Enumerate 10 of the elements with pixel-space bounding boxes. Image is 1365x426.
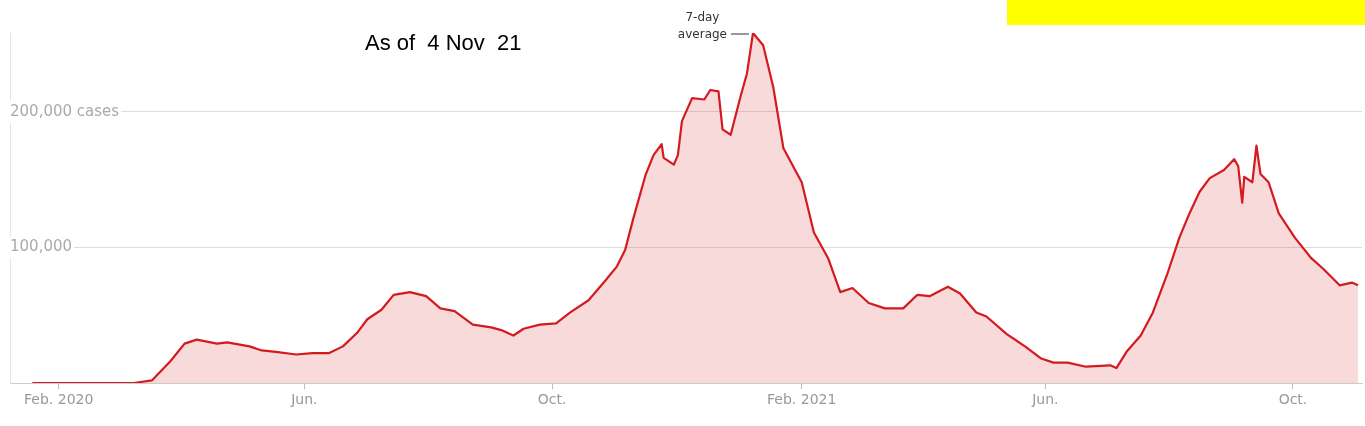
x-tick-label: Oct.: [1278, 391, 1308, 408]
x-tick-label: Feb. 2020: [24, 391, 94, 408]
y-tick-label: 100,000: [10, 237, 73, 256]
x-tick-label: Jun.: [290, 391, 318, 408]
y-tick-label: 200,000 cases: [10, 101, 120, 120]
x-tick-label: Feb. 2021: [767, 391, 837, 408]
x-tick-label: Oct.: [537, 391, 567, 408]
chart-title: As of 4 Nov 21: [365, 30, 522, 56]
text: 7-day average: [677, 10, 727, 41]
x-tick-label: Jun.: [1031, 391, 1059, 408]
